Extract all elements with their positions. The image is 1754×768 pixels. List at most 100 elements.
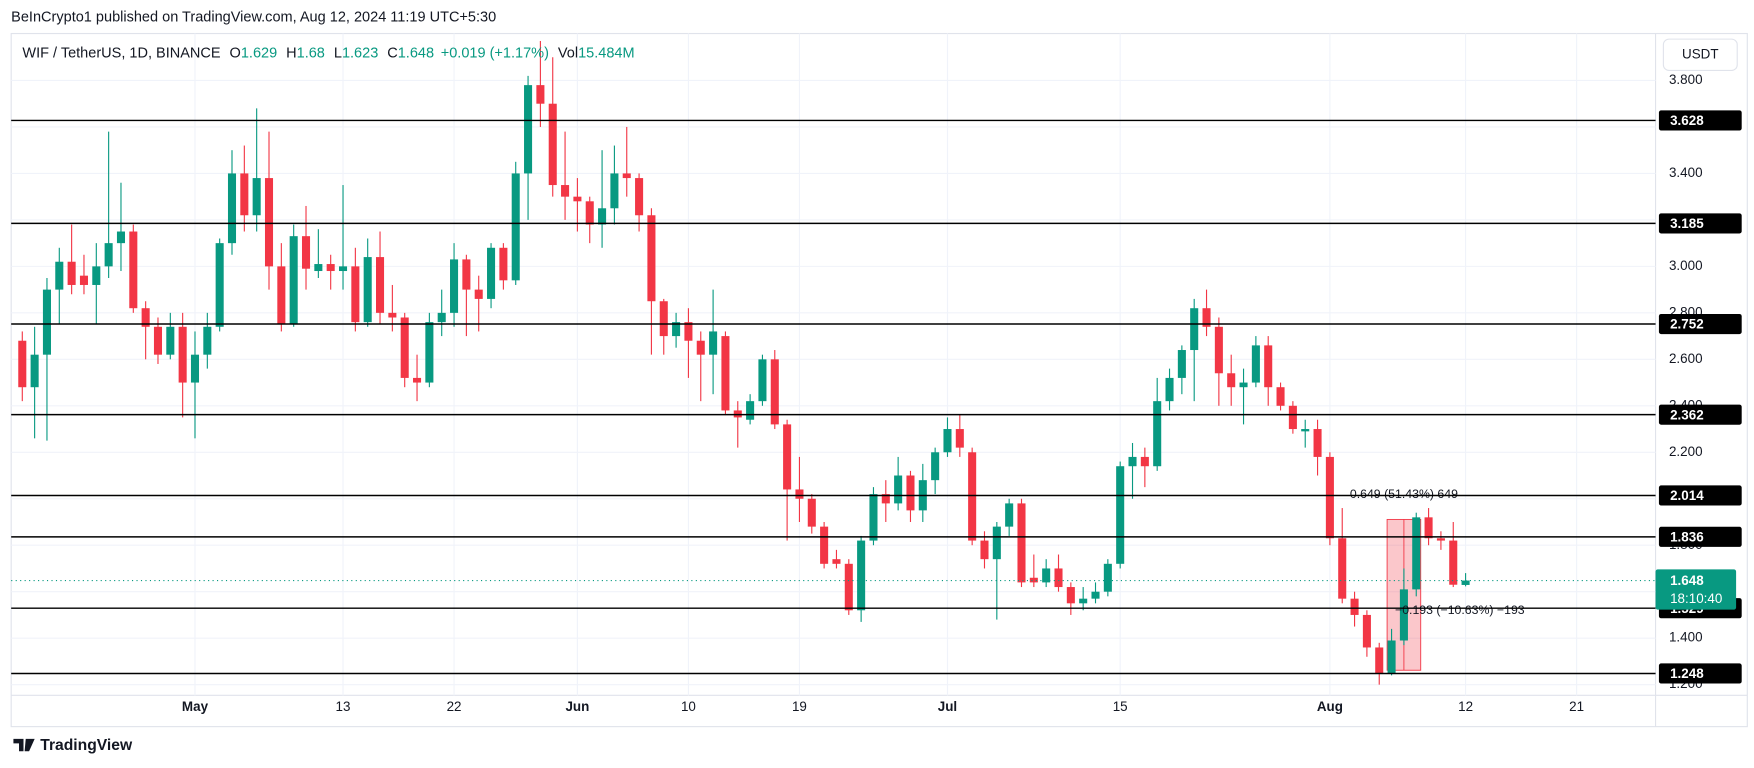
candle-body bbox=[1079, 598, 1088, 604]
x-tick-label: 15 bbox=[1113, 699, 1128, 714]
y-tick-label: 2.600 bbox=[1669, 351, 1703, 366]
candle-body bbox=[955, 429, 964, 448]
candle-body bbox=[721, 336, 730, 411]
candle-body bbox=[536, 85, 545, 104]
candle-body bbox=[1116, 466, 1125, 564]
candle-body bbox=[709, 331, 718, 355]
candle-body bbox=[1387, 640, 1396, 674]
legend-value: 1.648 bbox=[398, 46, 434, 62]
candle-body bbox=[1202, 308, 1211, 327]
candle-body bbox=[338, 266, 348, 272]
candle-body bbox=[795, 489, 804, 499]
x-tick-label: Jul bbox=[938, 699, 957, 714]
level-tag bbox=[1658, 663, 1742, 684]
candle-body bbox=[1227, 373, 1236, 388]
candle-body bbox=[647, 215, 656, 302]
candle-body bbox=[844, 563, 853, 611]
level-label: 2.752 bbox=[1670, 317, 1704, 332]
candle-body bbox=[450, 259, 459, 313]
last-price-tag bbox=[1655, 569, 1737, 610]
candle-body bbox=[610, 173, 619, 209]
candle-body bbox=[783, 424, 792, 490]
brand: TradingView bbox=[40, 737, 133, 754]
candle-body bbox=[301, 236, 311, 269]
y-tick-label: 3.800 bbox=[1669, 72, 1703, 87]
legend-change: +0.019 (+1.17%) bbox=[441, 46, 549, 62]
candle-body bbox=[585, 201, 594, 225]
candle-body bbox=[548, 103, 557, 186]
candle-body bbox=[659, 301, 668, 337]
candle-body bbox=[635, 178, 644, 216]
candle-body bbox=[832, 559, 841, 564]
measure-label: 0.649 (51.43%) 649 bbox=[1350, 487, 1458, 501]
candle-body bbox=[92, 266, 101, 285]
legend-label: Vol bbox=[558, 46, 578, 62]
candle-body bbox=[1005, 503, 1014, 527]
candle-body bbox=[425, 322, 434, 383]
candle-body bbox=[1239, 382, 1248, 388]
overlay: 0.649 (51.43%) 649 −0.193 (−10.63%) −193 3… bbox=[11, 110, 1742, 684]
legend-value: 1.629 bbox=[241, 46, 277, 62]
candle-body bbox=[968, 452, 977, 541]
candle-body bbox=[474, 289, 483, 299]
candle-body bbox=[1066, 587, 1075, 604]
candle-body bbox=[437, 312, 446, 323]
candle-body bbox=[166, 326, 175, 355]
currency-button[interactable] bbox=[1662, 38, 1738, 71]
candle-body bbox=[104, 243, 113, 267]
candle-body bbox=[672, 322, 681, 337]
candle-body bbox=[1412, 517, 1421, 590]
candle-body bbox=[1424, 517, 1433, 539]
candle-body bbox=[1449, 540, 1458, 585]
level-label: 3.628 bbox=[1670, 113, 1704, 128]
candle-body bbox=[42, 289, 51, 355]
candle-body bbox=[376, 257, 385, 313]
candle-body bbox=[869, 494, 878, 541]
candle-body bbox=[857, 540, 866, 611]
candle-body bbox=[1350, 598, 1359, 615]
currency[interactable]: USDT bbox=[1682, 46, 1719, 61]
candle-body bbox=[264, 178, 274, 267]
candle-body bbox=[931, 452, 940, 481]
legend-label: L bbox=[334, 46, 342, 62]
candle-body bbox=[881, 494, 890, 504]
level-label: 2.014 bbox=[1670, 488, 1704, 503]
candle-body bbox=[894, 475, 903, 504]
candle-body bbox=[1029, 577, 1038, 583]
legend: WIF / TetherUS, 1D, BINANCE O1.629 H1.68 L1… bbox=[22, 46, 634, 62]
candle-body bbox=[388, 312, 397, 318]
candle-body bbox=[561, 185, 570, 197]
x-tick-label: 21 bbox=[1569, 699, 1584, 714]
candle-body bbox=[1054, 568, 1063, 588]
level-tag bbox=[1658, 404, 1742, 425]
candle-body bbox=[696, 340, 705, 355]
candle-body bbox=[67, 261, 76, 285]
candle-body bbox=[215, 243, 224, 327]
candle-body bbox=[820, 526, 829, 564]
candle-body bbox=[524, 85, 533, 174]
candle-body bbox=[178, 326, 187, 383]
candle-body bbox=[1153, 401, 1162, 467]
candle-body bbox=[1461, 580, 1470, 585]
candle-body bbox=[252, 178, 261, 216]
candle-body bbox=[1362, 614, 1371, 648]
y-tick-label: 2.200 bbox=[1669, 444, 1703, 459]
x-tick-label: 19 bbox=[792, 699, 807, 714]
legend-value: 15.484M bbox=[578, 46, 635, 62]
level-label: 1.836 bbox=[1670, 530, 1704, 545]
candle-body bbox=[190, 354, 200, 383]
candle-body bbox=[487, 247, 496, 299]
candle-body bbox=[770, 359, 779, 425]
level-label: 2.362 bbox=[1670, 407, 1704, 422]
level-tag bbox=[1658, 213, 1742, 234]
candle-body bbox=[1276, 387, 1285, 406]
legend-label: O bbox=[230, 46, 241, 62]
candle-body bbox=[351, 266, 360, 323]
x-tick-label: 22 bbox=[447, 699, 462, 714]
x-tick-label: May bbox=[182, 699, 209, 714]
candle-body bbox=[1325, 456, 1334, 539]
candle-body bbox=[746, 401, 755, 420]
x-tick-label: 13 bbox=[336, 699, 351, 714]
x-tick-label: 12 bbox=[1458, 699, 1473, 714]
